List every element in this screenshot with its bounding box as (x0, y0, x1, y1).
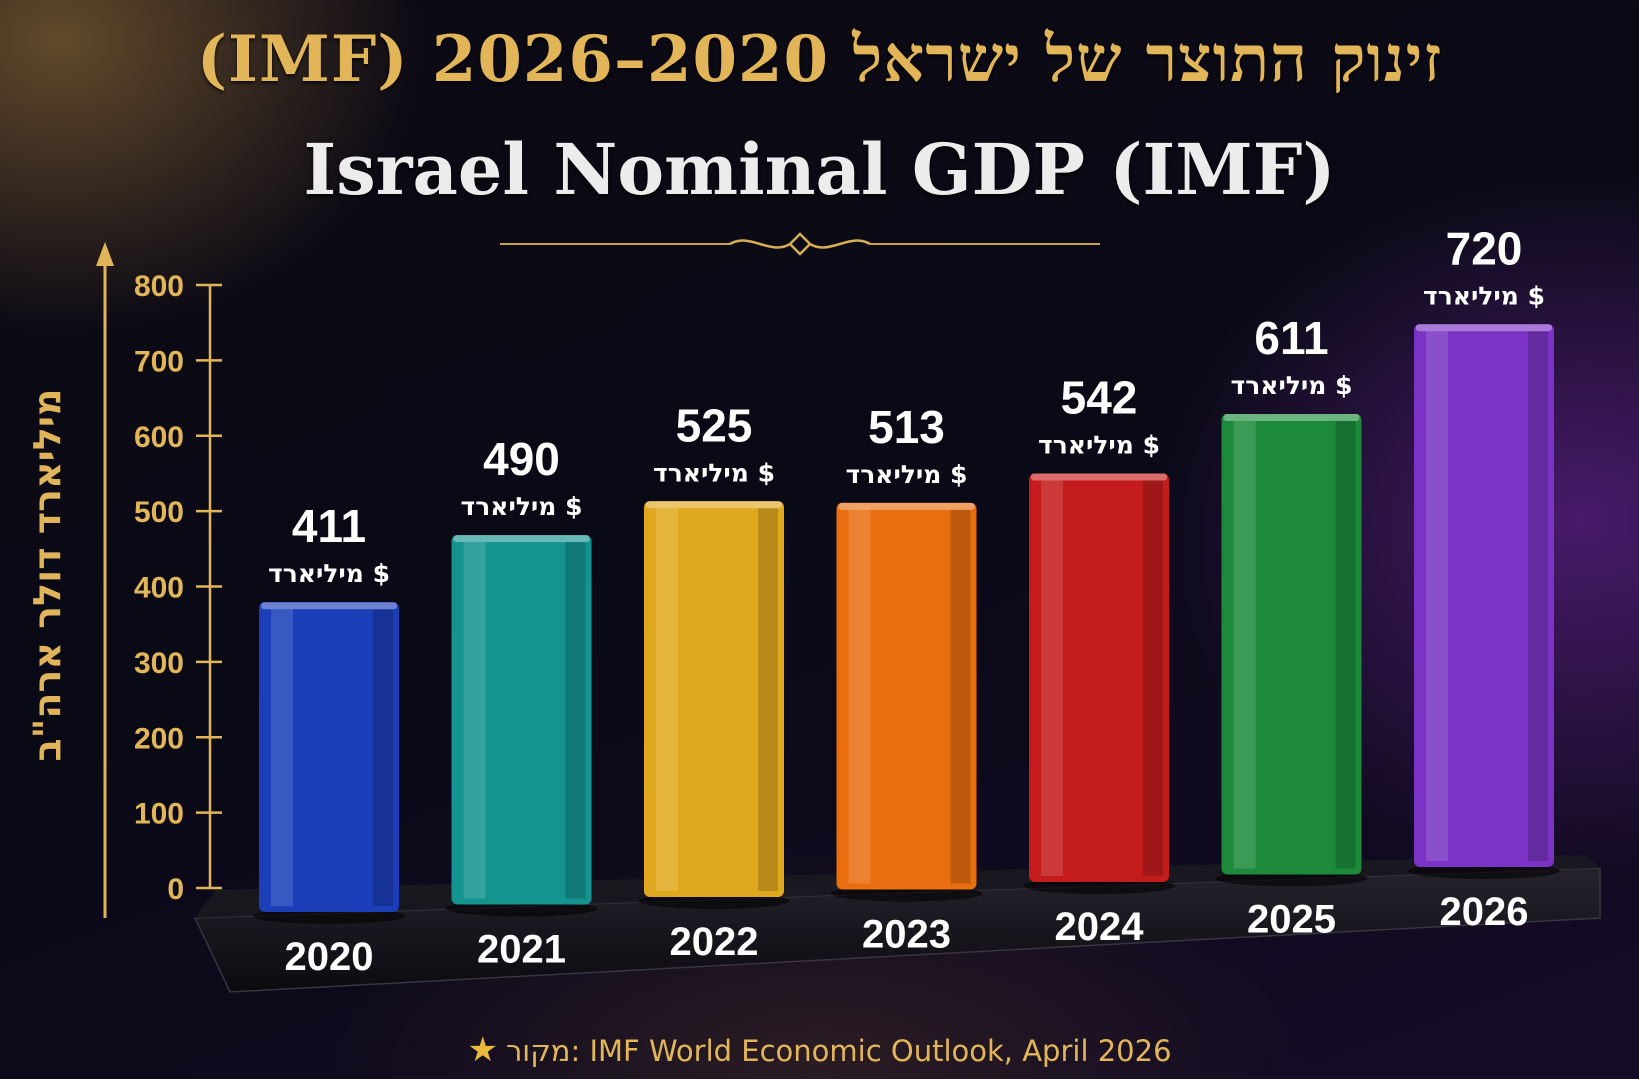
bar-highlight (271, 608, 293, 906)
ornament-divider-icon (500, 232, 1100, 256)
bar-highlight (1233, 419, 1256, 869)
bar-value-label: 525 (676, 399, 753, 451)
bar-value-label: 720 (1446, 222, 1523, 274)
bar-top-cap (1031, 473, 1167, 481)
y-tick-label: 600 (134, 421, 184, 454)
bar-value-label: 542 (1061, 371, 1138, 423)
bar-top-cap (838, 502, 975, 510)
y-tick-label: 700 (134, 345, 184, 378)
x-tick-label: 2026 (1440, 890, 1529, 934)
bar (1221, 413, 1362, 875)
y-tick-label: 800 (134, 270, 184, 303)
bar-unit-label: $ מיליארד (268, 559, 390, 588)
bar-unit-label: $ מיליארד (1038, 430, 1160, 459)
bar-top-cap (1223, 413, 1360, 421)
bar-group-2022 (638, 501, 790, 909)
bar-side-shade (373, 608, 393, 906)
bar-highlight (1426, 330, 1448, 861)
bar-group-2026 (1408, 324, 1560, 879)
bar-top-cap (646, 501, 782, 509)
x-tick-label: 2022 (670, 920, 759, 964)
y-tick-label: 400 (134, 572, 184, 605)
bar (836, 502, 977, 890)
chart-title-english: Israel Nominal GDP (IMF) (303, 128, 1336, 211)
bar-highlight (463, 541, 486, 899)
bar-highlight (848, 508, 871, 884)
bar-group-2021 (445, 535, 598, 917)
source-note: ★ מקור: IMF World Economic Outlook, April… (0, 1030, 1639, 1070)
bar-group-2020 (253, 602, 405, 924)
bar-value-label: 490 (483, 433, 560, 485)
bar-unit-label: $ מיליארד (1423, 281, 1545, 310)
chart-title-hebrew: זינוק התוצר של ישראל 2020–2026 (IMF) (196, 22, 1443, 97)
x-tick-label: 2025 (1247, 898, 1336, 942)
bar-side-shade (950, 508, 971, 884)
y-axis-arrow-icon (96, 242, 114, 266)
bar-top-cap (453, 535, 590, 543)
bar-side-shade (1335, 419, 1356, 869)
source-text: מקור: IMF World Economic Outlook, April … (505, 1034, 1172, 1068)
y-tick-label: 0 (167, 873, 184, 906)
bar (259, 602, 399, 912)
bar-top-cap (1416, 324, 1552, 332)
bar-side-shade (1528, 330, 1548, 861)
bar-value-label: 611 (1254, 312, 1328, 364)
bar-highlight (656, 507, 678, 891)
bar-group-2025 (1215, 413, 1368, 887)
bar-value-label: 411 (292, 500, 366, 552)
bar-group-2023 (830, 502, 983, 902)
bar-highlight (1041, 479, 1063, 876)
bar (644, 501, 784, 897)
bar-value-label: 513 (868, 401, 945, 453)
x-tick-label: 2020 (285, 935, 374, 979)
bar (451, 535, 592, 905)
bar-unit-label: $ מיליארד (846, 460, 968, 489)
bar-top-cap (261, 602, 397, 610)
bar-unit-label: $ מיליארד (653, 458, 775, 487)
x-tick-label: 2023 (862, 913, 951, 957)
star-icon: ★ (467, 1030, 498, 1070)
bar-group-2024 (1023, 473, 1175, 894)
bar-side-shade (1143, 479, 1163, 876)
y-tick-label: 200 (134, 722, 184, 755)
y-tick-label: 100 (134, 798, 184, 831)
bar-side-shade (565, 541, 586, 899)
y-tick-label: 300 (134, 647, 184, 680)
bar (1414, 324, 1554, 867)
bar-unit-label: $ מיליארד (1231, 371, 1353, 400)
bar-unit-label: $ מיליארד (461, 492, 583, 521)
bar (1029, 473, 1169, 882)
x-tick-label: 2021 (477, 928, 566, 972)
y-tick-label: 500 (134, 496, 184, 529)
x-tick-label: 2024 (1055, 905, 1145, 949)
bar-side-shade (758, 507, 778, 891)
